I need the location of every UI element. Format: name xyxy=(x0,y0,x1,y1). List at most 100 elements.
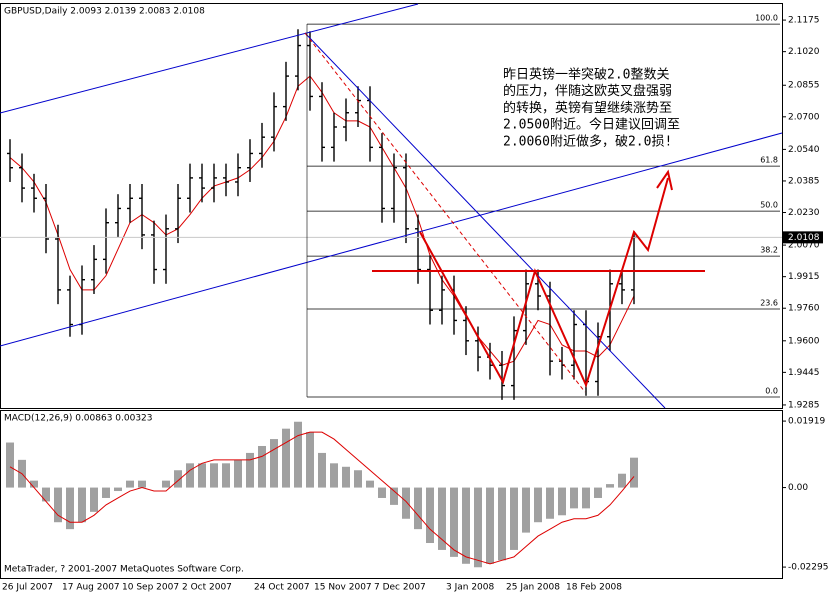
price-box xyxy=(783,231,823,244)
macd-bar xyxy=(450,487,458,557)
ohlc-bar xyxy=(103,208,109,274)
ohlc-bar xyxy=(319,82,325,162)
ohlc-bar xyxy=(235,153,241,197)
macd-bar xyxy=(258,445,266,488)
ohlc-bar xyxy=(391,153,397,223)
macd-bar xyxy=(30,480,38,488)
ohlc-bar xyxy=(439,275,445,325)
macd-bar xyxy=(6,442,14,488)
macd-bar xyxy=(330,463,338,488)
macd-title: MACD(12,26,9) 0.00863 0.00323 xyxy=(4,414,153,424)
fib-label: 23.6 xyxy=(760,299,778,308)
macd-bar xyxy=(414,487,422,530)
macd-bar xyxy=(402,487,410,519)
macd-bar xyxy=(78,487,86,523)
trend-line xyxy=(304,32,666,409)
x-tick-label: 26 Jul 2007 xyxy=(2,583,53,593)
macd-bar xyxy=(522,487,530,533)
macd-bar xyxy=(594,487,602,498)
price-panel xyxy=(0,3,783,409)
ohlc-bar xyxy=(187,163,193,213)
ohlc-bar xyxy=(415,214,421,284)
ohlc-bar xyxy=(139,184,145,250)
ohlc-bar xyxy=(271,92,277,152)
chart-title: GBPUSD,Daily 2.0093 2.0139 2.0083 2.0108 xyxy=(4,7,205,17)
ohlc-bar xyxy=(7,139,13,182)
y-tick-label: 0.01919 xyxy=(788,417,825,427)
forecast-path xyxy=(419,177,669,388)
x-tick-label: 25 Jan 2008 xyxy=(506,583,560,593)
ohlc-bar xyxy=(547,281,553,376)
macd-bar xyxy=(318,452,326,488)
macd-bar xyxy=(186,463,194,488)
macd-bar xyxy=(354,470,362,488)
macd-bar xyxy=(66,487,74,530)
macd-bar xyxy=(486,487,494,564)
macd-bar xyxy=(558,487,566,516)
macd-bar xyxy=(294,421,302,488)
ohlc-bar xyxy=(295,29,301,91)
ohlc-bar xyxy=(31,173,37,213)
y-tick-label: 2.0700 xyxy=(788,112,820,122)
ohlc-bar xyxy=(175,184,181,244)
annotation: 的压力，伴随这欧英叉盘强弱 xyxy=(503,83,672,99)
macd-bar xyxy=(42,487,50,502)
signal-line xyxy=(9,431,635,565)
ohlc-bar xyxy=(115,194,121,237)
macd-bar xyxy=(582,487,590,509)
macd-bar xyxy=(378,487,386,498)
ohlc-bar xyxy=(343,98,349,142)
ohlc-bar xyxy=(307,31,313,111)
annotation: 的转换，英镑有望继续涨势至 xyxy=(503,100,672,116)
x-tick-label: 7 Dec 2007 xyxy=(374,583,426,593)
ohlc-bar xyxy=(163,214,169,284)
ohlc-bar xyxy=(19,153,25,203)
ohlc-bar xyxy=(619,269,625,305)
macd-bar xyxy=(570,487,578,509)
y-tick-label: 1.9285 xyxy=(788,400,820,410)
macd-bar xyxy=(342,466,350,488)
channel-line xyxy=(0,132,783,347)
macd-bar xyxy=(54,487,62,523)
y-tick-label: 2.0540 xyxy=(788,145,820,155)
macd-bar xyxy=(630,457,638,488)
y-tick-label: 2.0070 xyxy=(788,241,820,251)
macd-bar xyxy=(114,487,122,492)
annotation: 2.0500附近。今日建议回调至 xyxy=(503,117,680,133)
annotation: 昨日英镑一举突破2.0整数关 xyxy=(503,67,669,83)
x-tick-label: 17 Aug 2007 xyxy=(62,583,120,593)
macd-bar xyxy=(162,480,170,488)
ohlc-bar xyxy=(571,310,577,380)
macd-bar xyxy=(138,480,146,488)
macd-bar xyxy=(198,463,206,488)
macd-bar xyxy=(546,487,554,519)
ohlc-bar xyxy=(379,133,385,223)
macd-bar xyxy=(390,487,398,505)
macd-bar xyxy=(90,487,98,512)
y-tick-label: 2.0230 xyxy=(788,208,820,218)
ohlc-bar xyxy=(355,86,361,127)
y-tick-label: 1.9445 xyxy=(788,368,820,378)
macd-bar xyxy=(174,470,182,488)
macd-bar xyxy=(246,452,254,488)
macd-bar xyxy=(534,487,542,523)
x-tick-label: 18 Feb 2008 xyxy=(566,583,622,593)
channel-line xyxy=(0,3,419,114)
macd-bar xyxy=(366,480,374,488)
macd-bar xyxy=(474,487,482,568)
macd-bar xyxy=(222,463,230,488)
ohlc-bar xyxy=(91,245,97,294)
macd-bar xyxy=(462,487,470,564)
macd-bar xyxy=(510,487,518,550)
annotation: 2.0060附近做多，破2.0损! xyxy=(503,133,672,149)
ohlc-bar xyxy=(403,153,409,244)
x-tick-label: 2 Oct 2007 xyxy=(182,583,232,593)
ohlc-bar xyxy=(247,139,253,182)
trend-line xyxy=(304,32,586,393)
y-tick-label: 2.0855 xyxy=(788,81,820,91)
macd-bar xyxy=(270,439,278,488)
macd-bar xyxy=(234,459,242,488)
macd-bar xyxy=(306,432,314,488)
macd-bar xyxy=(618,473,626,488)
